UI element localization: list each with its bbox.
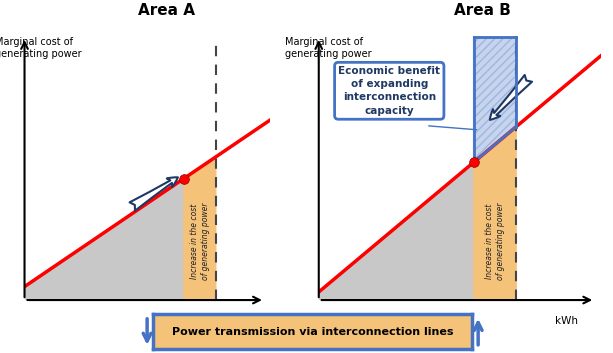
Text: Power transmission via interconnection lines: Power transmission via interconnection l… [172, 327, 454, 337]
Text: Increase in the cost
of generating power: Increase in the cost of generating power [485, 202, 504, 280]
Text: Area A: Area A [139, 4, 195, 18]
Text: Increase in the cost
of generating power: Increase in the cost of generating power [190, 202, 210, 280]
Text: kWh: kWh [229, 316, 252, 326]
Polygon shape [25, 179, 184, 300]
Text: Marginal cost of
generating power: Marginal cost of generating power [0, 37, 82, 59]
Text: Area B: Area B [454, 4, 511, 18]
Text: Economic benefit
of expanding
interconnection
capacity: Economic benefit of expanding interconne… [338, 66, 440, 115]
Text: kWh: kWh [555, 316, 579, 326]
Polygon shape [474, 127, 516, 300]
Polygon shape [474, 37, 516, 162]
Text: Marginal cost of
generating power: Marginal cost of generating power [285, 37, 371, 59]
Polygon shape [184, 157, 216, 300]
Polygon shape [319, 162, 474, 300]
